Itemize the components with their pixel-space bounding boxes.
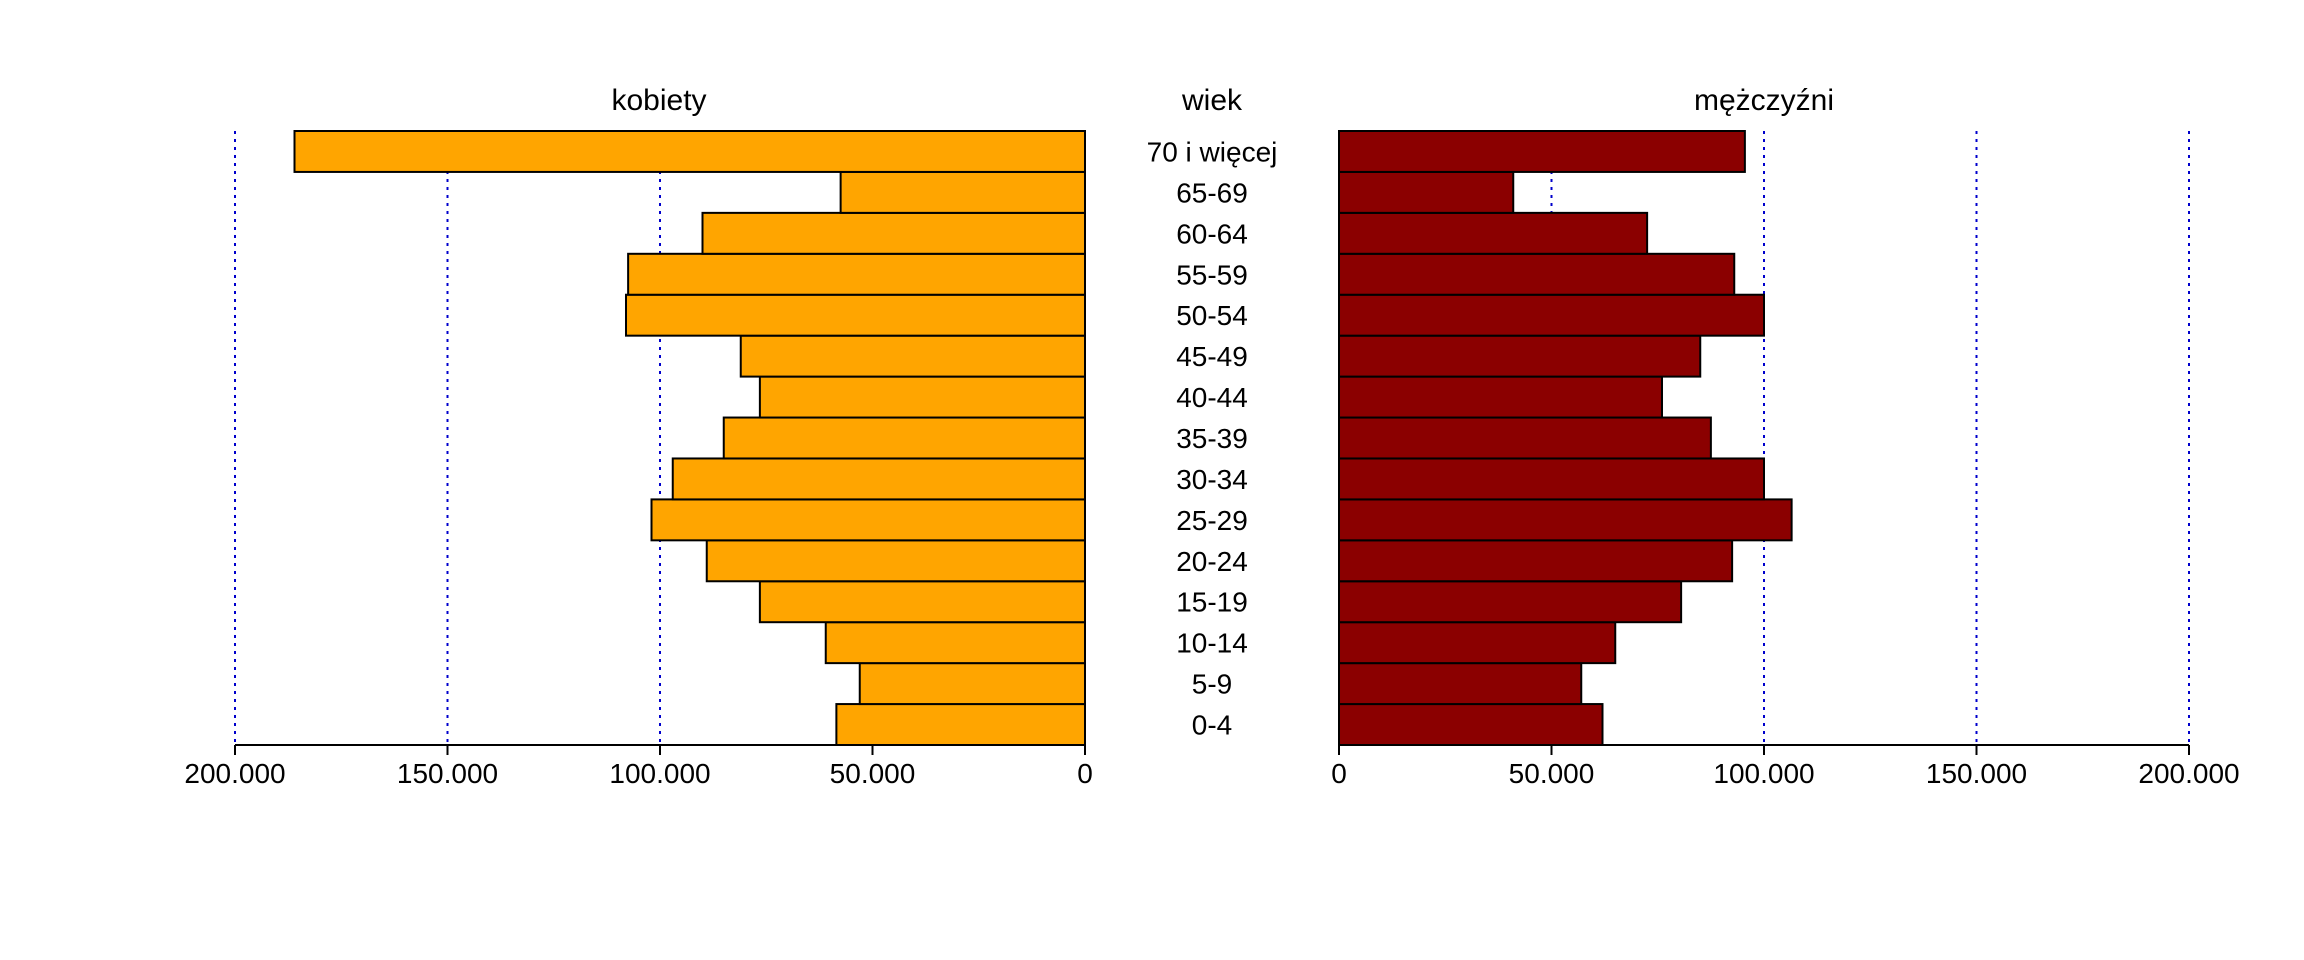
bar-mezczyzni-40-44 [1338,375,1663,419]
x-tick-label: 150.000 [397,758,498,789]
bar-kobiety-35-39 [722,416,1086,460]
right-panel-title: mężczyźni [1694,84,1834,117]
bar-kobiety-55-59 [627,252,1086,296]
age-label: 5-9 [1192,669,1232,700]
bar-mezczyzni-20-24 [1338,539,1734,583]
bar-mezczyzni-50-54 [1338,293,1765,337]
bar-kobiety-30-34 [671,457,1086,501]
x-tick-label: 100.000 [1713,758,1814,789]
x-tick-label: 0 [1331,758,1347,789]
bar-kobiety-70-i-więcej [293,130,1086,173]
age-label: 45-49 [1176,341,1248,372]
bar-kobiety-50-54 [625,293,1086,337]
right-bars [1338,130,1793,746]
bar-kobiety-15-19 [758,580,1086,624]
x-tick-label: 100.000 [609,758,710,789]
bar-kobiety-20-24 [705,539,1086,583]
bar-mezczyzni-65-69 [1338,170,1515,214]
age-labels: 0-4 5-9 10-14 15-19 20-24 25-29 30-34 35-39 40-4… [1147,136,1278,740]
x-tick-label: 50.000 [1509,758,1595,789]
bar-mezczyzni-70-i-więcej [1338,130,1746,173]
bar-kobiety-45-49 [739,334,1086,378]
x-tick-label: 0 [1077,758,1093,789]
age-label: 65-69 [1176,177,1248,208]
x-tick-label: 200.000 [184,758,285,789]
center-header: wiek [1181,84,1243,117]
age-label: 60-64 [1176,218,1248,249]
bar-kobiety-0-4 [835,703,1086,746]
age-label: 15-19 [1176,587,1248,618]
x-tick-label: 200.000 [2138,758,2239,789]
bar-mezczyzni-55-59 [1338,252,1736,296]
age-label: 30-34 [1176,464,1248,495]
bar-mezczyzni-0-4 [1338,703,1604,746]
age-label: 35-39 [1176,423,1248,454]
bar-mezczyzni-35-39 [1338,416,1712,460]
bar-mezczyzni-15-19 [1338,580,1683,624]
age-label: 10-14 [1176,628,1248,659]
bar-kobiety-10-14 [824,621,1086,665]
x-tick-label: 50.000 [830,758,916,789]
left-panel-title: kobiety [611,84,706,117]
age-label: 25-29 [1176,505,1248,536]
age-label: 50-54 [1176,300,1248,331]
bar-mezczyzni-25-29 [1338,498,1793,542]
bar-mezczyzni-60-64 [1338,211,1649,255]
bar-kobiety-60-64 [701,211,1086,255]
age-label: 40-44 [1176,382,1248,413]
age-label: 20-24 [1176,546,1248,577]
left-bars [293,130,1086,746]
bar-kobiety-40-44 [758,375,1086,419]
bar-kobiety-25-29 [650,498,1086,542]
x-tick-label: 150.000 [1926,758,2027,789]
bar-mezczyzni-5-9 [1338,662,1583,706]
right-x-axis: 0 50.000 100.000 150.000 200.000 [1331,744,2240,789]
left-x-axis: 0 50.000 100.000 150.000 200.000 [184,744,1093,789]
bar-mezczyzni-30-34 [1338,457,1765,501]
age-label: 0-4 [1192,710,1232,741]
age-label: 55-59 [1176,259,1248,290]
bar-mezczyzni-10-14 [1338,621,1617,665]
bar-mezczyzni-45-49 [1338,334,1702,378]
age-label: 70 i więcej [1147,136,1278,167]
bar-kobiety-65-69 [839,170,1086,214]
bar-kobiety-5-9 [858,662,1086,706]
